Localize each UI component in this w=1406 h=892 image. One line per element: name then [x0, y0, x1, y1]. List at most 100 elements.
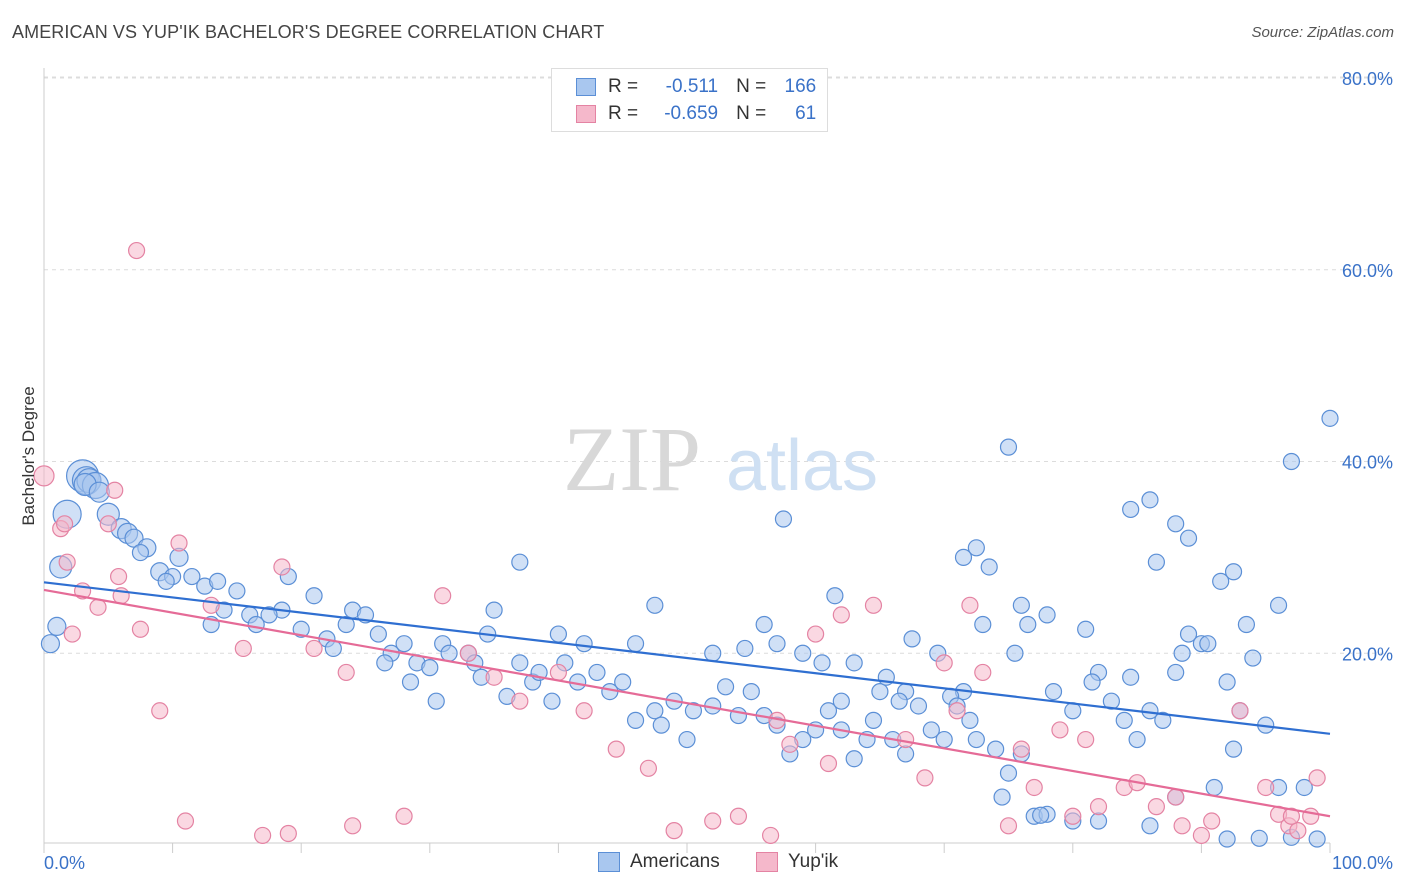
point-yupik [639, 759, 658, 777]
y-axis-label: Bachelor's Degree [19, 386, 38, 525]
y-tick-label: 60.0% [1342, 261, 1393, 281]
point-yupik [1077, 730, 1095, 749]
legend-n-value-americans: 166 [784, 76, 817, 97]
point-americans [575, 635, 593, 653]
point-americans [909, 697, 928, 715]
point-americans [903, 630, 921, 648]
point-americans [1295, 778, 1313, 797]
point-americans [421, 659, 439, 677]
point-americans [1102, 692, 1120, 710]
trend-line-americans [43, 581, 1331, 735]
point-americans [832, 692, 850, 710]
chart-title: AMERICAN VS YUP'IK BACHELOR'S DEGREE COR… [12, 22, 605, 42]
point-americans [549, 625, 568, 643]
point-americans [1212, 572, 1230, 590]
point-yupik [485, 668, 503, 686]
legend-r-value-americans: -0.511 [665, 76, 719, 97]
point-americans [993, 788, 1011, 806]
point-americans [967, 539, 985, 557]
legend-swatch-yupik [576, 105, 596, 123]
point-yupik [549, 663, 568, 682]
point-americans [440, 644, 458, 662]
point-yupik [459, 644, 477, 662]
trend-lines [43, 581, 1331, 818]
x-tick-label: 0.0% [44, 853, 85, 873]
point-americans [1141, 491, 1159, 509]
point-americans [999, 764, 1018, 782]
point-americans [961, 711, 979, 729]
point-yupik [234, 639, 252, 658]
point-americans [427, 692, 445, 710]
point-americans [987, 740, 1005, 758]
point-yupik [704, 812, 722, 830]
point-americans [157, 572, 175, 590]
point-yupik [1257, 778, 1275, 797]
point-yupik [607, 740, 625, 758]
point-americans [678, 730, 696, 749]
point-americans [684, 702, 703, 720]
point-yupik [665, 822, 683, 840]
point-yupik [131, 620, 150, 638]
point-americans [935, 730, 953, 749]
point-americans [614, 673, 632, 691]
point-yupik [999, 817, 1018, 835]
point-americans [260, 606, 278, 624]
point-yupik [395, 807, 413, 825]
legend-n-value-yupik: 61 [795, 103, 817, 124]
point-yupik [864, 596, 883, 614]
point-yupik [176, 812, 195, 830]
point-yupik [344, 817, 362, 835]
point-americans [1147, 553, 1165, 571]
point-yupik [99, 515, 117, 533]
point-yupik [305, 639, 323, 658]
point-yupik [1231, 702, 1249, 720]
point-americans [401, 673, 420, 691]
point-americans [755, 615, 773, 634]
point-americans [1199, 635, 1217, 653]
point-yupik [1147, 798, 1165, 816]
point-americans [652, 716, 670, 734]
point-americans [999, 438, 1018, 456]
point-americans [967, 730, 985, 749]
point-americans [1019, 615, 1037, 634]
point-yupik [202, 596, 220, 614]
point-americans [1224, 740, 1243, 758]
point-americans [305, 587, 323, 605]
point-yupik [916, 769, 934, 787]
legend-item-americans[interactable]: Americans [598, 851, 720, 873]
point-americans [890, 692, 908, 710]
point-americans [1173, 644, 1191, 662]
legend-label-yupik: Yup'ik [788, 851, 839, 872]
legend-item-yupik[interactable]: Yup'ik [756, 851, 838, 873]
point-americans [292, 620, 310, 638]
point-yupik [89, 598, 107, 616]
point-americans [1122, 500, 1140, 519]
point-yupik [127, 241, 146, 260]
point-americans [626, 635, 645, 653]
point-americans [845, 654, 863, 672]
point-americans [1083, 673, 1101, 691]
point-yupik [511, 692, 529, 710]
point-americans [511, 553, 529, 571]
point-americans [774, 510, 793, 528]
point-yupik [729, 807, 748, 825]
x-tick-label: 100.0% [1332, 853, 1393, 873]
point-americans [1038, 606, 1056, 624]
point-yupik [1167, 788, 1185, 806]
point-americans [1205, 778, 1223, 797]
point-americans [1122, 668, 1140, 686]
point-yupik [33, 465, 55, 487]
legend-r-key: R = [608, 76, 639, 97]
point-americans [47, 616, 67, 637]
point-yupik [806, 625, 825, 643]
y-tick-label: 20.0% [1342, 644, 1393, 664]
point-yupik [170, 534, 188, 552]
point-americans [871, 682, 889, 701]
legend-row-yupik: R = -0.659 N = 61 [576, 102, 816, 126]
point-americans [1269, 596, 1288, 614]
point-americans [543, 692, 561, 710]
point-americans [1012, 596, 1030, 614]
point-yupik [63, 625, 81, 643]
point-yupik [55, 515, 74, 533]
